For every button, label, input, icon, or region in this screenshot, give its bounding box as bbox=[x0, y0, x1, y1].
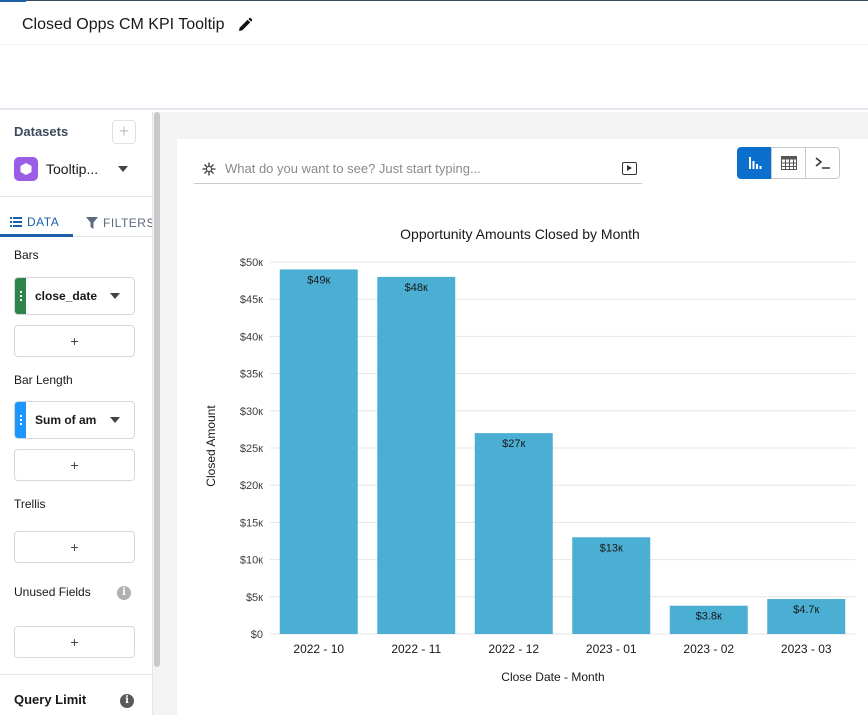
y-axis-ticks: $0 $5к $10к $15к $20к $25к $30к $35к $40к $45к $50… bbox=[240, 257, 263, 641]
y-tick-label: $35к bbox=[240, 369, 263, 381]
chart-bars bbox=[279, 269, 846, 634]
chevron-down-icon[interactable] bbox=[110, 417, 120, 423]
add-bar-length-button[interactable]: + bbox=[14, 449, 135, 481]
main-area: Opportunity Amounts Closed by Month $0 $5… bbox=[160, 112, 868, 715]
bars-field-pill[interactable]: close_date bbox=[14, 277, 135, 315]
data-label: $3.8к bbox=[696, 611, 722, 623]
data-label: $27к bbox=[502, 438, 525, 450]
chart-bar[interactable] bbox=[279, 269, 358, 634]
header-divider bbox=[0, 44, 868, 45]
bars-field-name: close_date bbox=[35, 289, 97, 303]
pencil-icon[interactable] bbox=[237, 17, 253, 33]
data-label: $13к bbox=[600, 542, 623, 554]
info-icon[interactable]: i bbox=[120, 694, 134, 708]
dataset-selector[interactable]: Tooltip... bbox=[14, 156, 140, 182]
list-icon bbox=[10, 216, 22, 227]
chart-bar[interactable] bbox=[572, 537, 651, 634]
dataset-name: Tooltip... bbox=[46, 161, 99, 177]
x-tick-label: 2023 - 03 bbox=[781, 642, 832, 656]
filter-icon bbox=[86, 216, 98, 229]
header-accent bbox=[0, 0, 26, 2]
y-tick-label: $0 bbox=[251, 629, 263, 641]
view-toggle bbox=[737, 147, 843, 179]
add-bars-button[interactable]: + bbox=[14, 325, 135, 357]
query-view-button[interactable] bbox=[805, 147, 840, 179]
explorer-canvas: Opportunity Amounts Closed by Month $0 $5… bbox=[177, 139, 868, 715]
tab-filters-label: FILTERS bbox=[103, 215, 155, 230]
drag-handle-icon[interactable] bbox=[15, 402, 26, 438]
x-tick-label: 2022 - 10 bbox=[293, 642, 344, 656]
sidebar: Datasets + Tooltip... DATA bbox=[0, 112, 155, 715]
bar-length-label: Bar Length bbox=[14, 373, 73, 387]
drag-handle-icon[interactable] bbox=[15, 278, 26, 314]
y-tick-label: $45к bbox=[240, 294, 263, 306]
y-tick-label: $30к bbox=[240, 406, 263, 418]
bar-length-field-name: Sum of amount bbox=[35, 413, 97, 427]
unused-fields-label: Unused Fields bbox=[14, 585, 91, 599]
title-row: Closed Opps CM KPI Tooltip bbox=[22, 14, 253, 36]
chart-bar[interactable] bbox=[474, 433, 553, 634]
chart-bar[interactable] bbox=[377, 276, 456, 634]
tab-data-label: DATA bbox=[27, 214, 60, 229]
chart-bar[interactable] bbox=[767, 599, 846, 634]
y-tick-label: $40к bbox=[240, 331, 263, 343]
chart-title: Opportunity Amounts Closed by Month bbox=[400, 226, 640, 242]
x-axis-ticks: 2022 - 10 2022 - 11 2022 - 12 2023 - 01 2023… bbox=[293, 642, 832, 656]
y-axis-label: Closed Amount bbox=[204, 405, 218, 487]
y-tick-label: $20к bbox=[240, 480, 263, 492]
tab-filters[interactable]: FILTERS bbox=[86, 209, 155, 236]
chart-gridlines bbox=[270, 261, 855, 635]
dataset-icon bbox=[14, 157, 38, 181]
page-title: Closed Opps CM KPI Tooltip bbox=[22, 16, 225, 33]
search-input[interactable] bbox=[225, 161, 605, 176]
y-tick-label: $25к bbox=[240, 443, 263, 455]
sidebar-divider bbox=[0, 196, 152, 197]
run-query-icon[interactable] bbox=[622, 162, 637, 175]
datasets-label: Datasets bbox=[14, 124, 69, 139]
x-tick-label: 2023 - 01 bbox=[586, 642, 637, 656]
info-icon[interactable]: i bbox=[117, 586, 131, 600]
trellis-label: Trellis bbox=[14, 497, 46, 511]
bar-chart-icon bbox=[748, 157, 761, 169]
page-header: Closed Opps CM KPI Tooltip bbox=[0, 0, 868, 110]
query-limit-label: Query Limit bbox=[14, 692, 87, 707]
y-tick-label: $50к bbox=[240, 257, 263, 269]
x-tick-label: 2023 - 02 bbox=[683, 642, 734, 656]
chevron-down-icon[interactable] bbox=[110, 293, 120, 299]
add-trellis-button[interactable]: + bbox=[14, 531, 135, 563]
scrollbar-thumb[interactable] bbox=[154, 112, 160, 667]
bar-length-field-pill[interactable]: Sum of amount bbox=[14, 401, 135, 439]
y-tick-label: $10к bbox=[240, 555, 263, 567]
add-unused-field-button[interactable]: + bbox=[14, 626, 135, 658]
chart-bar[interactable] bbox=[669, 605, 748, 634]
tab-data[interactable]: DATA bbox=[0, 209, 73, 237]
chevron-down-icon bbox=[118, 166, 128, 172]
bars-label: Bars bbox=[14, 248, 39, 262]
chart-view-button[interactable] bbox=[737, 147, 772, 179]
sidebar-tabs: DATA FILTERS bbox=[0, 209, 155, 237]
bar-chart: Opportunity Amounts Closed by Month $0 $5… bbox=[204, 226, 855, 684]
y-tick-label: $5к bbox=[246, 592, 263, 604]
x-axis-label: Close Date - Month bbox=[501, 670, 604, 684]
table-icon bbox=[780, 156, 797, 170]
data-label: $4.7к bbox=[793, 604, 819, 616]
x-tick-label: 2022 - 11 bbox=[391, 642, 441, 656]
sidebar-scrollbar[interactable] bbox=[152, 112, 160, 715]
x-tick-label: 2022 - 12 bbox=[488, 642, 539, 656]
terminal-icon bbox=[815, 157, 830, 169]
data-labels: $49к $48к $27к $13к $3.8к $4.7к bbox=[307, 274, 819, 622]
y-tick-label: $15к bbox=[240, 517, 263, 529]
data-label: $48к bbox=[405, 282, 428, 294]
add-dataset-button[interactable]: + bbox=[112, 120, 136, 144]
search-bar bbox=[194, 154, 642, 184]
data-label: $49к bbox=[307, 274, 330, 286]
sidebar-divider bbox=[0, 674, 152, 675]
sparkle-icon bbox=[202, 161, 216, 176]
